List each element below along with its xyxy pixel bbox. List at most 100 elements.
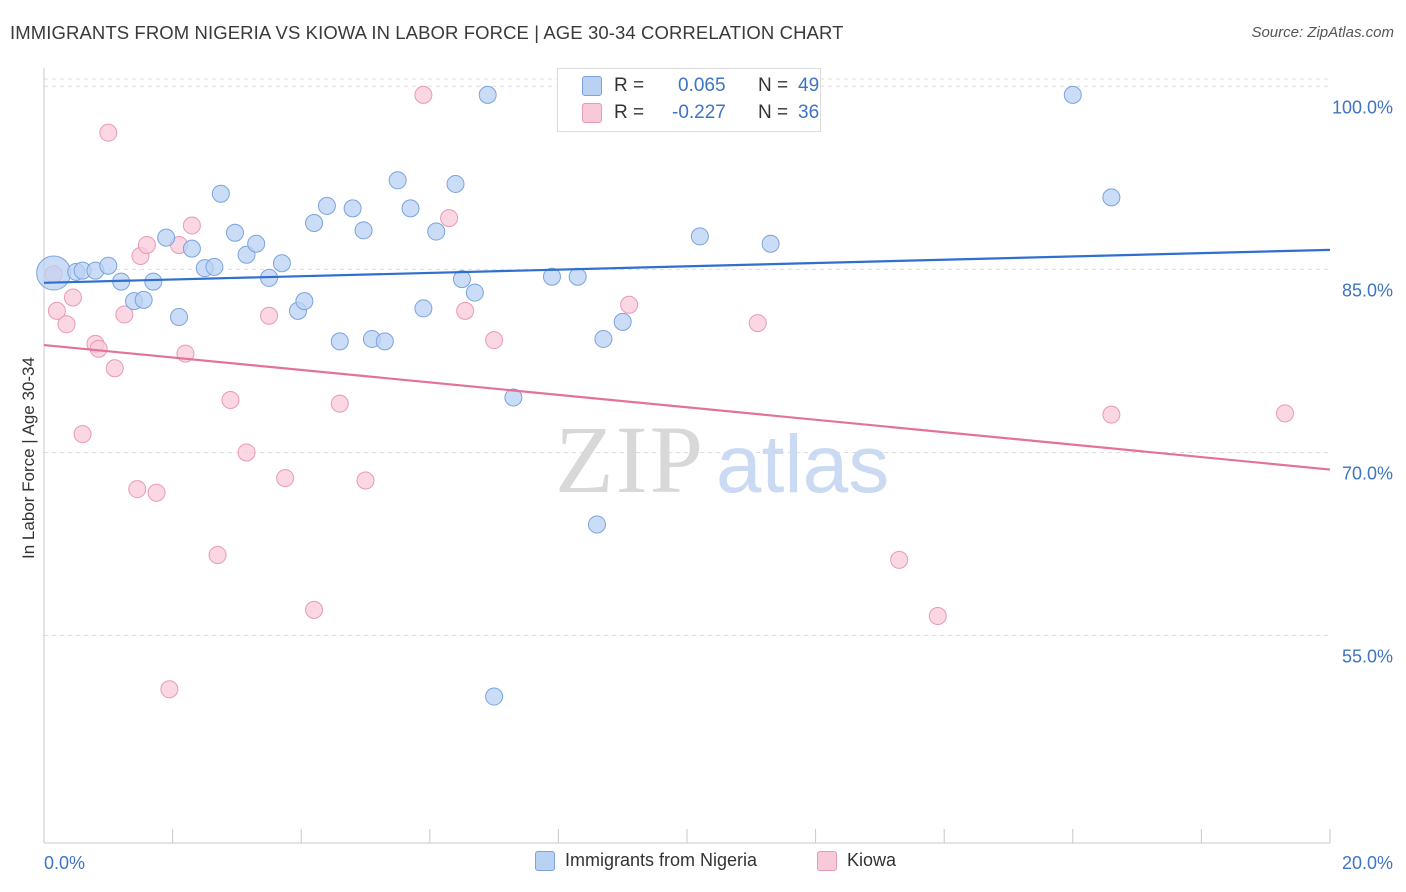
legend-item-nigeria: Immigrants from Nigeria <box>535 850 757 871</box>
y-tick-label: 55.0% <box>1342 647 1393 667</box>
kiowa-point <box>928 606 947 625</box>
nigeria-point <box>594 329 613 348</box>
nigeria-point <box>354 221 373 240</box>
kiowa-swatch <box>582 103 602 123</box>
nigeria-point <box>446 174 465 193</box>
kiowa-point <box>182 216 201 235</box>
kiowa-point <box>620 295 639 314</box>
kiowa-point <box>485 331 504 350</box>
kiowa-point <box>414 85 433 104</box>
nigeria-point <box>1063 85 1082 104</box>
nigeria-point <box>427 222 446 241</box>
kiowa-point <box>47 301 66 320</box>
nigeria-point <box>465 283 484 302</box>
nigeria-point <box>144 272 163 291</box>
nigeria-point <box>99 256 118 275</box>
kiowa-point <box>276 469 295 488</box>
nigeria-point <box>157 228 176 247</box>
nigeria-point <box>401 199 420 218</box>
nigeria-point <box>225 223 244 242</box>
nigeria-swatch <box>582 76 602 96</box>
kiowa-point <box>105 359 124 378</box>
nigeria-point <box>182 239 201 258</box>
legend-swatch-kiowa <box>817 850 837 871</box>
r-value: 0.065 <box>678 75 726 96</box>
nigeria-point <box>452 270 471 289</box>
kiowa-point <box>221 390 240 409</box>
kiowa-point <box>305 600 324 619</box>
nigeria-point <box>295 292 314 311</box>
legend-label-kiowa: Kiowa <box>847 850 897 870</box>
nigeria-point <box>587 515 606 534</box>
nigeria-point <box>485 687 504 706</box>
nigeria-point <box>36 255 72 291</box>
data-points <box>36 85 1294 706</box>
y-tick-label: 100.0% <box>1332 97 1393 117</box>
kiowa-point <box>1275 404 1294 423</box>
kiowa-point <box>128 480 147 499</box>
kiowa-point <box>1102 405 1121 424</box>
nigeria-point <box>542 267 561 286</box>
kiowa-point <box>115 305 134 324</box>
chart-title: IMMIGRANTS FROM NIGERIA VS KIOWA IN LABO… <box>10 22 844 43</box>
kiowa-point <box>356 471 375 490</box>
nigeria-point <box>504 388 523 407</box>
kiowa-point <box>160 680 179 699</box>
nigeria-point <box>375 332 394 351</box>
nigeria-point <box>305 214 324 232</box>
kiowa-point <box>99 123 118 142</box>
nigeria-point <box>568 267 587 286</box>
kiowa-point <box>440 209 459 228</box>
x-tick-label: 20.0% <box>1342 853 1393 873</box>
n-value: 36 <box>798 102 820 123</box>
y-tick-label: 70.0% <box>1342 463 1393 483</box>
kiowa-point <box>73 425 92 444</box>
nigeria-point <box>613 312 632 331</box>
nigeria-point <box>478 85 497 104</box>
nigeria-point <box>761 234 780 253</box>
watermark-atlas: atlas <box>716 419 889 510</box>
n-label: N = <box>758 102 789 123</box>
r-label: R = <box>614 102 645 123</box>
nigeria-point <box>317 196 336 215</box>
y-axis-title: In Labor Force | Age 30-34 <box>19 357 38 559</box>
kiowa-point <box>137 235 156 254</box>
nigeria-point <box>134 290 153 309</box>
nigeria-point <box>388 171 407 190</box>
nigeria-point <box>330 332 349 351</box>
legend-label-nigeria: Immigrants from Nigeria <box>565 850 758 870</box>
kiowa-point <box>208 545 227 564</box>
nigeria-point <box>343 199 362 218</box>
nigeria-trend-line <box>43 248 1331 284</box>
nigeria-point <box>690 227 709 246</box>
n-value: 49 <box>798 75 820 96</box>
kiowa-point <box>147 483 166 502</box>
nigeria-point <box>211 184 230 203</box>
r-label: R = <box>614 75 645 96</box>
gridlines <box>44 78 1330 637</box>
kiowa-point <box>748 314 767 333</box>
axes <box>43 68 1331 844</box>
nigeria-point <box>170 307 189 326</box>
kiowa-point <box>456 301 475 320</box>
kiowa-point <box>260 306 279 325</box>
stats-box: R = 0.065 N = 49 R = -0.227 N = 36 <box>557 68 821 132</box>
legend-item-kiowa: Kiowa <box>817 850 896 871</box>
nigeria-point <box>1102 188 1121 207</box>
nigeria-point <box>205 257 224 276</box>
n-label: N = <box>758 75 789 96</box>
x-tick-label: 0.0% <box>44 853 85 873</box>
nigeria-point <box>247 234 266 253</box>
nigeria-point <box>272 254 291 273</box>
nigeria-point <box>414 299 433 318</box>
kiowa-point <box>57 315 76 334</box>
kiowa-trend-line <box>43 343 1331 471</box>
watermark-zip: ZIP <box>555 406 705 513</box>
axis-labels: 55.0% 70.0% 85.0% 100.0% 0.0% 20.0% In Labor F… <box>19 97 1393 873</box>
kiowa-point <box>63 288 82 307</box>
r-value: -0.227 <box>672 102 726 123</box>
kiowa-point <box>890 550 909 569</box>
legend-swatch-nigeria <box>535 850 555 871</box>
watermark: ZIP atlas <box>555 406 889 513</box>
